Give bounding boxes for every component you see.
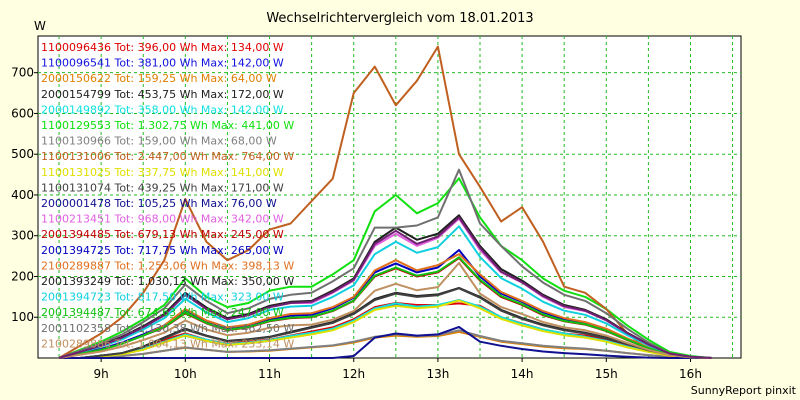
- y-tick-label: 700: [11, 66, 34, 80]
- legend-entry: 2001394723 Tot: 817,50 Wh Max: 323,00 W: [41, 291, 284, 304]
- legend-entry: 2001394725 Tot: 717,75 Wh Max: 265,00 W: [41, 244, 284, 257]
- legend-entry: 1100096436 Tot: 396,00 Wh Max: 134,00 W: [41, 41, 284, 54]
- series-line: [58, 256, 712, 359]
- y-axis-label: W: [34, 19, 46, 33]
- y-tick-label: 300: [11, 229, 34, 243]
- x-tick-label: 12h: [342, 367, 365, 381]
- series-line: [59, 287, 712, 359]
- legend-entry: 2001393249 Tot: 1.030,13 Wh Max: 350,00 …: [41, 275, 294, 288]
- legend: 1100096436 Tot: 396,00 Wh Max: 134,00 W 1…: [41, 41, 294, 350]
- x-tick-label: 15h: [595, 367, 618, 381]
- legend-entry: 2000150622 Tot: 159,25 Wh Max: 64,00 W: [41, 72, 277, 85]
- series-line: [58, 216, 712, 359]
- x-tick-label: 14h: [511, 367, 534, 381]
- series-line: [58, 253, 712, 359]
- x-tick-label: 10h: [174, 367, 197, 381]
- series-line: [59, 299, 712, 359]
- series-line: [58, 168, 712, 359]
- y-tick-label: 600: [11, 106, 34, 120]
- legend-entry: 1100131025 Tot: 337,75 Wh Max: 141,00 W: [41, 166, 284, 179]
- x-tick-label: 16h: [679, 367, 702, 381]
- legend-entry: 1100130966 Tot: 159,00 Wh Max: 68,00 W: [41, 135, 277, 148]
- legend-entry: 2001394485 Tot: 679,13 Wh Max: 245,00 W: [41, 228, 284, 241]
- legend-entry: 1100131006 Tot: 2.447,00 Wh Max: 764,00 …: [41, 150, 294, 163]
- x-axis-ticks: 9h 10h 11h 12h 13h 14h 15h 16h: [94, 358, 702, 381]
- chart-title: Wechselrichtervergleich vom 18.01.2013: [266, 11, 533, 26]
- x-tick-label: 9h: [94, 367, 109, 381]
- x-tick-label: 11h: [258, 367, 281, 381]
- y-axis-ticks: 100 200 300 400 500 600 700: [11, 66, 38, 324]
- legend-entry: 1100129553 Tot: 1.302,75 Wh Max: 441,00 …: [41, 119, 294, 132]
- series-lines: [58, 45, 712, 359]
- legend-entry: 2000001478 Tot: 105,25 Wh Max: 76,00 W: [41, 197, 277, 210]
- legend-entry: 2000154799 Tot: 453,75 Wh Max: 172,00 W: [41, 88, 284, 101]
- legend-entry: 1100213451 Tot: 968,00 Wh Max: 342,00 W: [41, 213, 284, 226]
- x-tick-label: 13h: [426, 367, 449, 381]
- legend-entry: 2100289887 Tot: 1.253,06 Wh Max: 398,13 …: [41, 259, 294, 272]
- legend-entry: 2001394487 Tot: 674,63 Wh Max: 247,00 W: [41, 306, 284, 319]
- footer-text: SunnyReport pinxit: [691, 384, 797, 397]
- series-line: [58, 45, 712, 359]
- series-line: [58, 262, 712, 359]
- y-tick-label: 500: [11, 147, 34, 161]
- series-line: [58, 225, 712, 359]
- legend-entry: 2000149892 Tot: 358,00 Wh Max: 142,00 W: [41, 103, 284, 116]
- y-tick-label: 200: [11, 269, 34, 283]
- legend-entry: 1100131074 Tot: 439,25 Wh Max: 171,00 W: [41, 181, 284, 194]
- legend-entry: 1100096541 Tot: 381,00 Wh Max: 142,00 W: [41, 57, 284, 70]
- y-tick-label: 100: [11, 310, 34, 324]
- legend-entry: 2001102358 Tot: 1.130,38 Wh Max: 462,50 …: [41, 322, 294, 335]
- y-tick-label: 400: [11, 188, 34, 202]
- legend-entry: 2100289886 Tot: 1.004,13 Wh Max: 233,14 …: [41, 337, 294, 350]
- series-line: [59, 326, 712, 359]
